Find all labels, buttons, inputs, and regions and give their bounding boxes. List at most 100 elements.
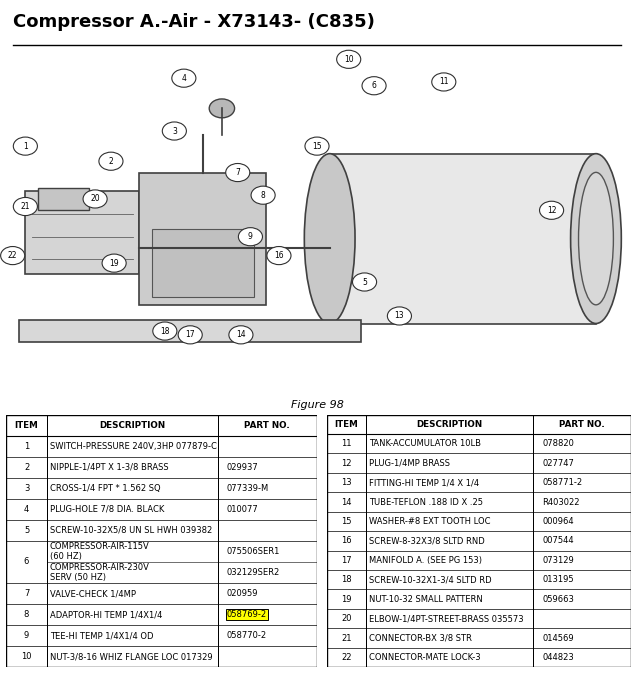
Text: 21: 21 — [341, 634, 351, 642]
Text: 032129SER2: 032129SER2 — [227, 568, 280, 577]
Text: COMPRESSOR-AIR-115V
(60 HZ): COMPRESSOR-AIR-115V (60 HZ) — [50, 542, 150, 561]
Text: 075506SER1: 075506SER1 — [227, 547, 280, 556]
Ellipse shape — [178, 326, 202, 344]
Text: Figure 98: Figure 98 — [290, 400, 344, 410]
Text: PART NO.: PART NO. — [245, 421, 290, 429]
Text: ITEM: ITEM — [15, 421, 39, 429]
Ellipse shape — [99, 152, 123, 171]
Text: SWITCH-PRESSURE 240V,3HP 077879-C: SWITCH-PRESSURE 240V,3HP 077879-C — [50, 441, 217, 451]
Ellipse shape — [83, 190, 107, 208]
Text: 077339-M: 077339-M — [227, 484, 269, 493]
Text: ADAPTOR-HI TEMP 1/4X1/4: ADAPTOR-HI TEMP 1/4X1/4 — [50, 610, 162, 619]
Text: Compressor A.-Air - X73143- (C835): Compressor A.-Air - X73143- (C835) — [13, 13, 375, 31]
Text: NUT-3/8-16 WHIZ FLANGE LOC 017329: NUT-3/8-16 WHIZ FLANGE LOC 017329 — [50, 652, 212, 661]
Text: PLUG-1/4MP BRASS: PLUG-1/4MP BRASS — [369, 458, 450, 468]
Bar — [19, 319, 361, 342]
Ellipse shape — [102, 254, 126, 272]
Text: 10: 10 — [344, 55, 354, 64]
Text: 17: 17 — [185, 330, 195, 339]
Text: WASHER-#8 EXT TOOTH LOC: WASHER-#8 EXT TOOTH LOC — [369, 517, 491, 526]
Text: 058769-2: 058769-2 — [227, 610, 267, 619]
Text: SCREW-10-32X5/8 UN SL HWH 039382: SCREW-10-32X5/8 UN SL HWH 039382 — [50, 526, 212, 535]
Text: ITEM: ITEM — [334, 420, 358, 429]
Text: 6: 6 — [372, 82, 377, 90]
Text: 058770-2: 058770-2 — [227, 631, 267, 640]
Bar — [330, 154, 596, 324]
Text: 20: 20 — [341, 614, 351, 623]
Text: 020959: 020959 — [227, 589, 259, 598]
Text: SCREW-10-32X1-3/4 SLTD RD: SCREW-10-32X1-3/4 SLTD RD — [369, 576, 492, 584]
Text: 19: 19 — [109, 259, 119, 268]
Ellipse shape — [172, 69, 196, 87]
Text: PART NO.: PART NO. — [559, 420, 605, 429]
Ellipse shape — [540, 202, 564, 219]
Ellipse shape — [238, 228, 262, 246]
Text: DESCRIPTION: DESCRIPTION — [99, 421, 165, 429]
Text: CONNECTOR-MATE LOCK-3: CONNECTOR-MATE LOCK-3 — [369, 653, 481, 662]
Text: MANIFOLD A. (SEE PG 153): MANIFOLD A. (SEE PG 153) — [369, 556, 482, 565]
Text: 007544: 007544 — [543, 537, 574, 545]
Text: 11: 11 — [341, 439, 351, 448]
Text: 6: 6 — [24, 557, 29, 566]
Text: 8: 8 — [24, 610, 29, 619]
Ellipse shape — [226, 164, 250, 181]
Text: 3: 3 — [172, 127, 177, 135]
Ellipse shape — [432, 73, 456, 91]
Text: TUBE-TEFLON .188 ID X .25: TUBE-TEFLON .188 ID X .25 — [369, 497, 483, 506]
Text: 16: 16 — [341, 537, 352, 545]
Text: 18: 18 — [160, 327, 169, 336]
Text: R403022: R403022 — [543, 497, 580, 506]
Ellipse shape — [153, 322, 177, 340]
Bar — [38, 187, 89, 210]
Ellipse shape — [305, 137, 329, 155]
Text: 14: 14 — [236, 330, 246, 339]
Ellipse shape — [13, 137, 37, 155]
Text: 14: 14 — [341, 497, 351, 506]
Text: PLUG-HOLE 7/8 DIA. BLACK: PLUG-HOLE 7/8 DIA. BLACK — [50, 505, 164, 514]
Bar — [139, 173, 266, 305]
Bar — [152, 229, 254, 297]
Text: 010077: 010077 — [227, 505, 259, 514]
Text: 13: 13 — [341, 478, 352, 487]
Text: 000964: 000964 — [543, 517, 574, 526]
Text: 073129: 073129 — [543, 556, 574, 565]
Text: 4: 4 — [24, 505, 29, 514]
Text: 3: 3 — [24, 484, 29, 493]
Ellipse shape — [1, 247, 25, 265]
Ellipse shape — [387, 307, 411, 325]
Text: 5: 5 — [24, 526, 29, 535]
Text: TANK-ACCUMULATOR 10LB: TANK-ACCUMULATOR 10LB — [369, 439, 481, 448]
Text: NIPPLE-1/4PT X 1-3/8 BRASS: NIPPLE-1/4PT X 1-3/8 BRASS — [50, 462, 169, 472]
Text: TEE-HI TEMP 1/4X1/4 OD: TEE-HI TEMP 1/4X1/4 OD — [50, 631, 153, 640]
Ellipse shape — [578, 173, 613, 305]
Text: 12: 12 — [341, 458, 351, 468]
Text: 059663: 059663 — [543, 594, 574, 604]
Text: 078820: 078820 — [543, 439, 574, 448]
Text: 7: 7 — [24, 589, 29, 598]
Text: 9: 9 — [24, 631, 29, 640]
Text: 19: 19 — [341, 594, 351, 604]
Text: 15: 15 — [312, 142, 322, 150]
Ellipse shape — [13, 197, 37, 216]
Text: 16: 16 — [274, 251, 284, 260]
Text: ELBOW-1/4PT-STREET-BRASS 035573: ELBOW-1/4PT-STREET-BRASS 035573 — [369, 614, 524, 623]
Text: 014569: 014569 — [543, 634, 574, 642]
Text: 029937: 029937 — [227, 462, 259, 472]
Text: CONNECTOR-BX 3/8 STR: CONNECTOR-BX 3/8 STR — [369, 634, 472, 642]
Text: 15: 15 — [341, 517, 351, 526]
Text: SCREW-8-32X3/8 SLTD RND: SCREW-8-32X3/8 SLTD RND — [369, 537, 485, 545]
Text: 8: 8 — [261, 191, 266, 200]
Text: 10: 10 — [22, 652, 32, 661]
Text: NUT-10-32 SMALL PATTERN: NUT-10-32 SMALL PATTERN — [369, 594, 483, 604]
Text: 4: 4 — [181, 73, 186, 83]
Ellipse shape — [571, 154, 621, 324]
Ellipse shape — [251, 186, 275, 204]
Text: 7: 7 — [235, 168, 240, 177]
Text: 1: 1 — [23, 142, 28, 150]
Text: 027747: 027747 — [543, 458, 574, 468]
Text: 21: 21 — [21, 202, 30, 211]
Text: 044823: 044823 — [543, 653, 574, 662]
Bar — [25, 191, 139, 274]
Text: 22: 22 — [341, 653, 351, 662]
Ellipse shape — [209, 99, 235, 118]
